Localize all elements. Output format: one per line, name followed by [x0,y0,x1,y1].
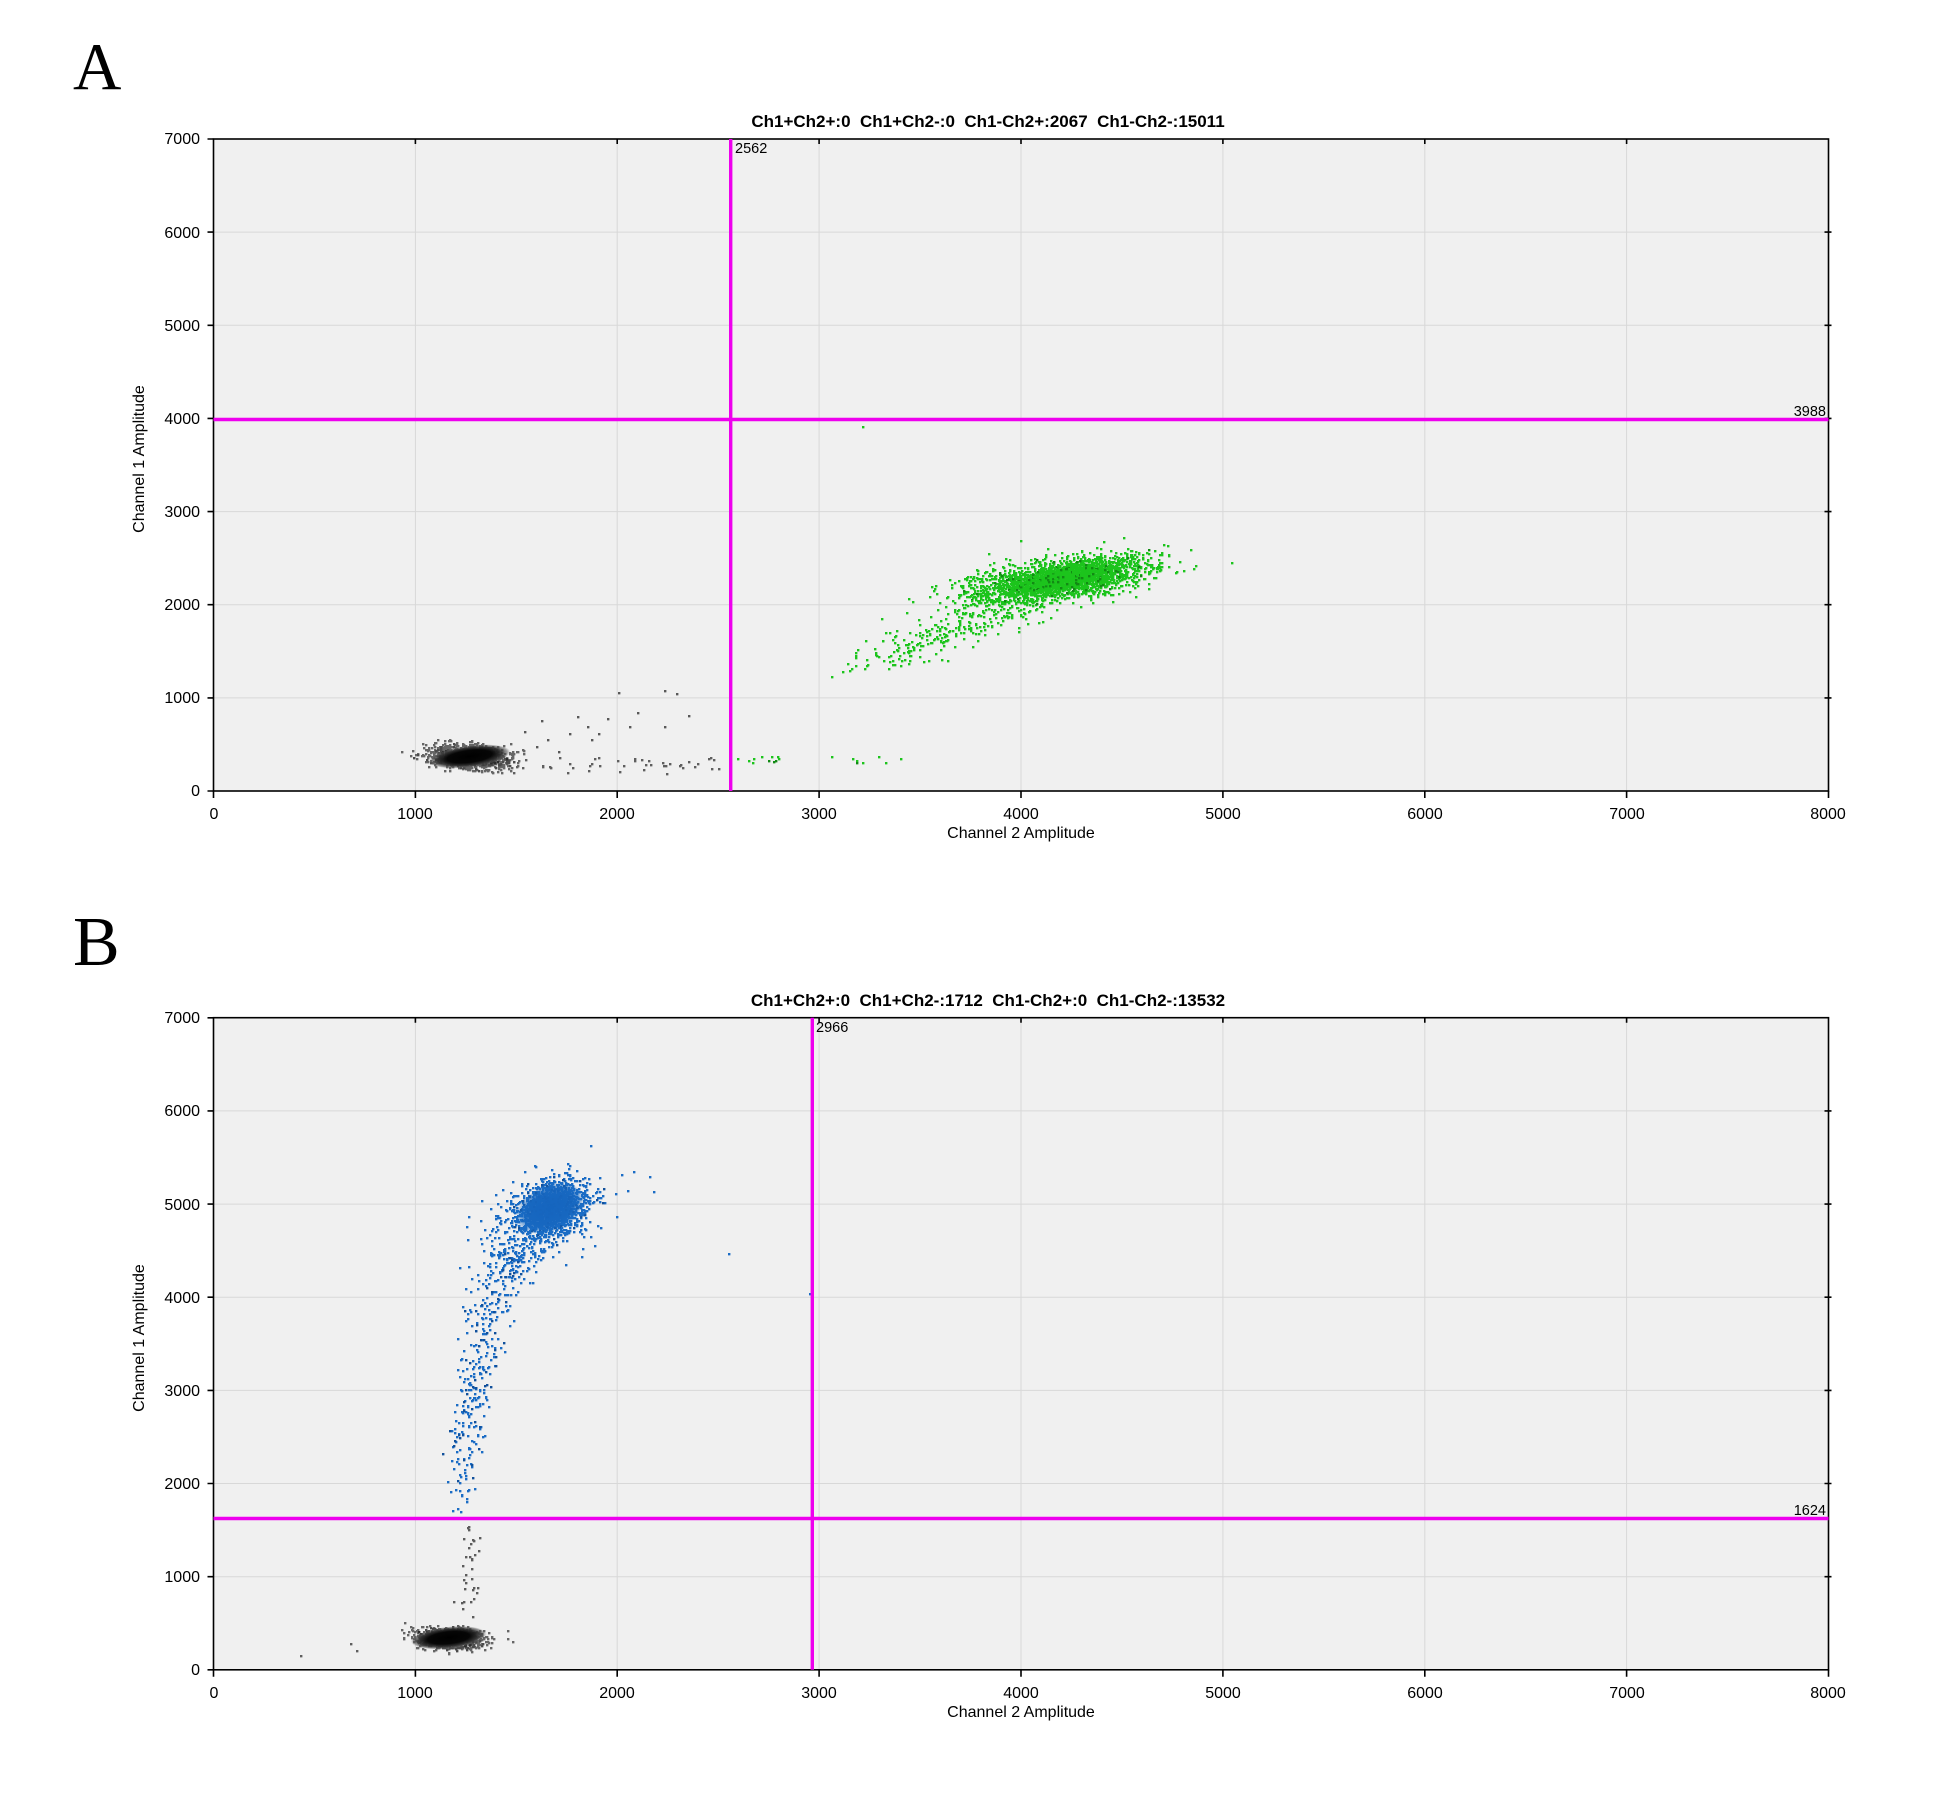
svg-text:Channel 2 Amplitude: Channel 2 Amplitude [947,825,1095,842]
svg-text:Channel 1 Amplitude: Channel 1 Amplitude [131,385,148,533]
svg-text:5000: 5000 [1205,806,1241,823]
svg-text:7000: 7000 [1609,1685,1645,1702]
svg-text:2000: 2000 [599,1685,635,1702]
svg-text:4000: 4000 [164,1290,200,1307]
svg-text:0: 0 [191,1662,200,1679]
svg-text:A: A [73,30,121,104]
svg-text:3000: 3000 [801,806,837,823]
svg-text:4000: 4000 [1003,806,1039,823]
svg-text:3988: 3988 [1794,404,1826,420]
svg-text:Channel 2 Amplitude: Channel 2 Amplitude [947,1704,1095,1721]
svg-text:5000: 5000 [1205,1685,1241,1702]
svg-text:1000: 1000 [397,1685,433,1702]
svg-text:3000: 3000 [164,1383,200,1400]
svg-text:0: 0 [191,783,200,800]
svg-text:B: B [73,904,120,981]
svg-text:8000: 8000 [1810,1685,1846,1702]
svg-text:5000: 5000 [164,1197,200,1214]
svg-text:Ch1+Ch2+:0 Ch1+Ch2-:0 Ch1-Ch: Ch1+Ch2+:0 Ch1+Ch2-:0 Ch1-Ch2+:2067 Ch1-… [751,112,1224,131]
svg-text:5000: 5000 [164,318,200,335]
svg-text:1000: 1000 [164,1569,200,1586]
svg-text:3000: 3000 [164,504,200,521]
svg-text:1000: 1000 [164,690,200,707]
svg-text:6000: 6000 [1407,806,1443,823]
svg-text:2000: 2000 [164,597,200,614]
svg-text:Channel 1 Amplitude: Channel 1 Amplitude [131,1264,148,1412]
svg-text:1624: 1624 [1794,1503,1826,1519]
svg-text:4000: 4000 [164,411,200,428]
svg-text:0: 0 [210,1685,219,1702]
svg-text:7000: 7000 [164,131,200,148]
svg-text:8000: 8000 [1810,806,1846,823]
svg-text:2000: 2000 [164,1476,200,1493]
svg-text:6000: 6000 [164,1103,200,1120]
svg-text:3000: 3000 [801,1685,837,1702]
svg-text:Ch1+Ch2+:0 Ch1+Ch2-:1712 Ch1: Ch1+Ch2+:0 Ch1+Ch2-:1712 Ch1-Ch2+:0 Ch1-… [751,991,1225,1010]
svg-text:6000: 6000 [1407,1685,1443,1702]
svg-text:4000: 4000 [1003,1685,1039,1702]
svg-text:7000: 7000 [164,1010,200,1027]
svg-text:2562: 2562 [735,141,767,157]
svg-text:0: 0 [210,806,219,823]
svg-text:7000: 7000 [1609,806,1645,823]
svg-text:1000: 1000 [397,806,433,823]
svg-text:6000: 6000 [164,225,200,242]
svg-text:2000: 2000 [599,806,635,823]
svg-text:2966: 2966 [816,1020,848,1036]
